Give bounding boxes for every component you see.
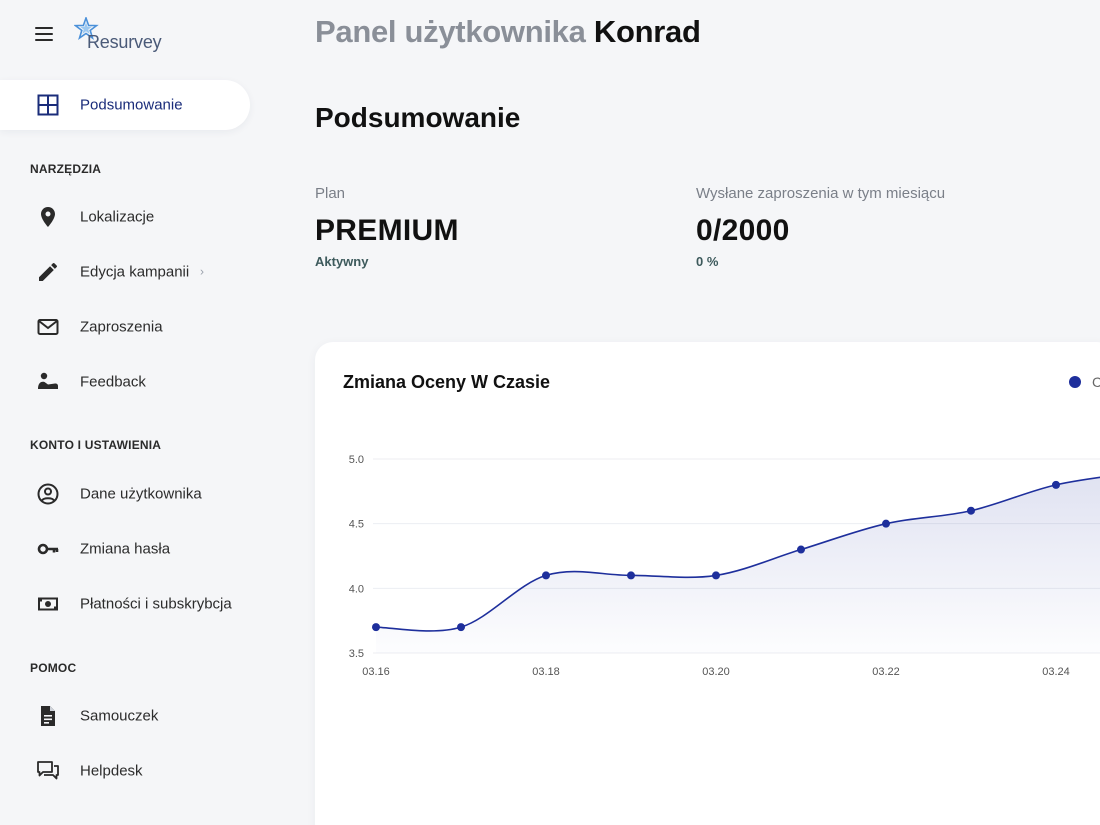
invites-stat: Wysłane zaproszenia w tym miesiącu 0/200… (696, 185, 945, 269)
section-title-tools: NARZĘDZIA (30, 162, 102, 176)
sidebar-item-label: Lokalizacje (80, 208, 155, 226)
sidebar: Resurvey Podsumowanie NARZĘDZIA Lokaliza… (0, 0, 280, 825)
plan-label: Plan (315, 185, 346, 202)
data-point (542, 571, 550, 580)
sidebar-item-platnosci[interactable]: Płatności i subskrybcja (0, 582, 260, 626)
series-line (375, 476, 1100, 632)
menu-toggle-icon[interactable] (35, 27, 53, 41)
key-icon (37, 543, 59, 555)
sidebar-item-label: Edycja kampanii (80, 263, 190, 281)
mail-icon (37, 319, 59, 335)
sidebar-item-label: Zmiana hasła (80, 540, 171, 558)
sidebar-item-label: Samouczek (80, 707, 159, 725)
payments-icon (38, 597, 58, 611)
pencil-icon (39, 262, 58, 281)
legend-label[interactable]: C (1092, 374, 1100, 390)
sidebar-item-zaproszenia[interactable]: Zaproszenia (0, 305, 260, 349)
rating-chart-card: Zmiana Oceny W Czasie C 3.5 4.0 4.5 5.0 03.1… (315, 342, 1100, 825)
sidebar-item-samouczek[interactable]: Samouczek (0, 694, 260, 738)
document-icon (41, 706, 55, 726)
data-point (797, 545, 805, 554)
data-point (882, 519, 890, 528)
plan-status: Aktywny (315, 254, 369, 269)
sidebar-item-label: Feedback (80, 373, 146, 391)
page-title: Panel użytkownika Konrad (315, 14, 701, 50)
sidebar-item-helpdesk[interactable]: Helpdesk (0, 749, 260, 793)
data-point (627, 571, 635, 580)
data-point (457, 623, 465, 632)
invites-percent: 0 % (696, 254, 719, 269)
user-name: Konrad (593, 14, 701, 49)
sidebar-item-label: Płatności i subskrybcja (80, 595, 232, 613)
sidebar-header: Resurvey (0, 0, 280, 72)
sidebar-item-label: Dane użytkownika (80, 485, 202, 503)
sidebar-item-feedback[interactable]: Feedback (0, 360, 260, 404)
rating-line-chart: 3.5 4.0 4.5 5.0 03.16 03.18 03.20 03.22 03.24 (349, 454, 1100, 678)
sidebar-item-label: Podsumowanie (80, 96, 183, 114)
brand-logo[interactable]: Resurvey (74, 17, 184, 55)
x-tick-label: 03.24 (1042, 666, 1070, 678)
section-title-help: POMOC (30, 661, 77, 675)
location-pin-icon (41, 207, 55, 227)
x-tick-label: 03.18 (532, 666, 560, 678)
sidebar-item-dane-uzytkownika[interactable]: Dane użytkownika (0, 472, 260, 516)
plan-value: PREMIUM (315, 214, 459, 247)
series-area (376, 477, 1100, 653)
section-title-account: KONTO I USTAWIENIA (30, 438, 162, 452)
x-tick-label: 03.22 (872, 666, 900, 678)
page-title-prefix: Panel użytkownika (315, 14, 586, 49)
y-tick-label: 5.0 (349, 454, 364, 466)
data-point (967, 506, 975, 515)
invites-label: Wysłane zaproszenia w tym miesiącu (696, 185, 946, 202)
y-tick-label: 3.5 (349, 648, 364, 660)
sidebar-item-label: Helpdesk (80, 762, 143, 780)
chart-title: Zmiana Oceny W Czasie (343, 372, 551, 392)
feedback-person-icon (38, 372, 58, 389)
dashboard-grid-icon (37, 94, 59, 116)
chevron-right-icon: › (200, 264, 204, 279)
data-point (1052, 480, 1060, 489)
x-tick-label: 03.16 (362, 666, 390, 678)
legend-marker[interactable] (1069, 376, 1081, 388)
account-circle-icon (37, 483, 59, 505)
x-tick-label: 03.20 (702, 666, 730, 678)
sidebar-item-podsumowanie[interactable]: Podsumowanie (0, 80, 250, 130)
sidebar-item-edycja-kampanii[interactable]: Edycja kampanii › (0, 250, 260, 294)
sidebar-item-lokalizacje[interactable]: Lokalizacje (0, 195, 260, 239)
y-tick-label: 4.5 (349, 519, 364, 531)
plan-stat: Plan PREMIUM Aktywny (315, 185, 459, 269)
y-tick-label: 4.0 (349, 583, 364, 595)
data-point (712, 571, 720, 580)
logo-star-icon (74, 17, 99, 40)
summary-heading: Podsumowanie (315, 102, 521, 133)
chat-bubbles-icon (37, 761, 59, 780)
data-point (372, 623, 380, 632)
sidebar-item-label: Zaproszenia (80, 318, 163, 336)
brand-name: Resurvey (87, 32, 162, 52)
sidebar-item-zmiana-hasla[interactable]: Zmiana hasła (0, 527, 260, 571)
invites-value: 0/2000 (696, 214, 790, 247)
